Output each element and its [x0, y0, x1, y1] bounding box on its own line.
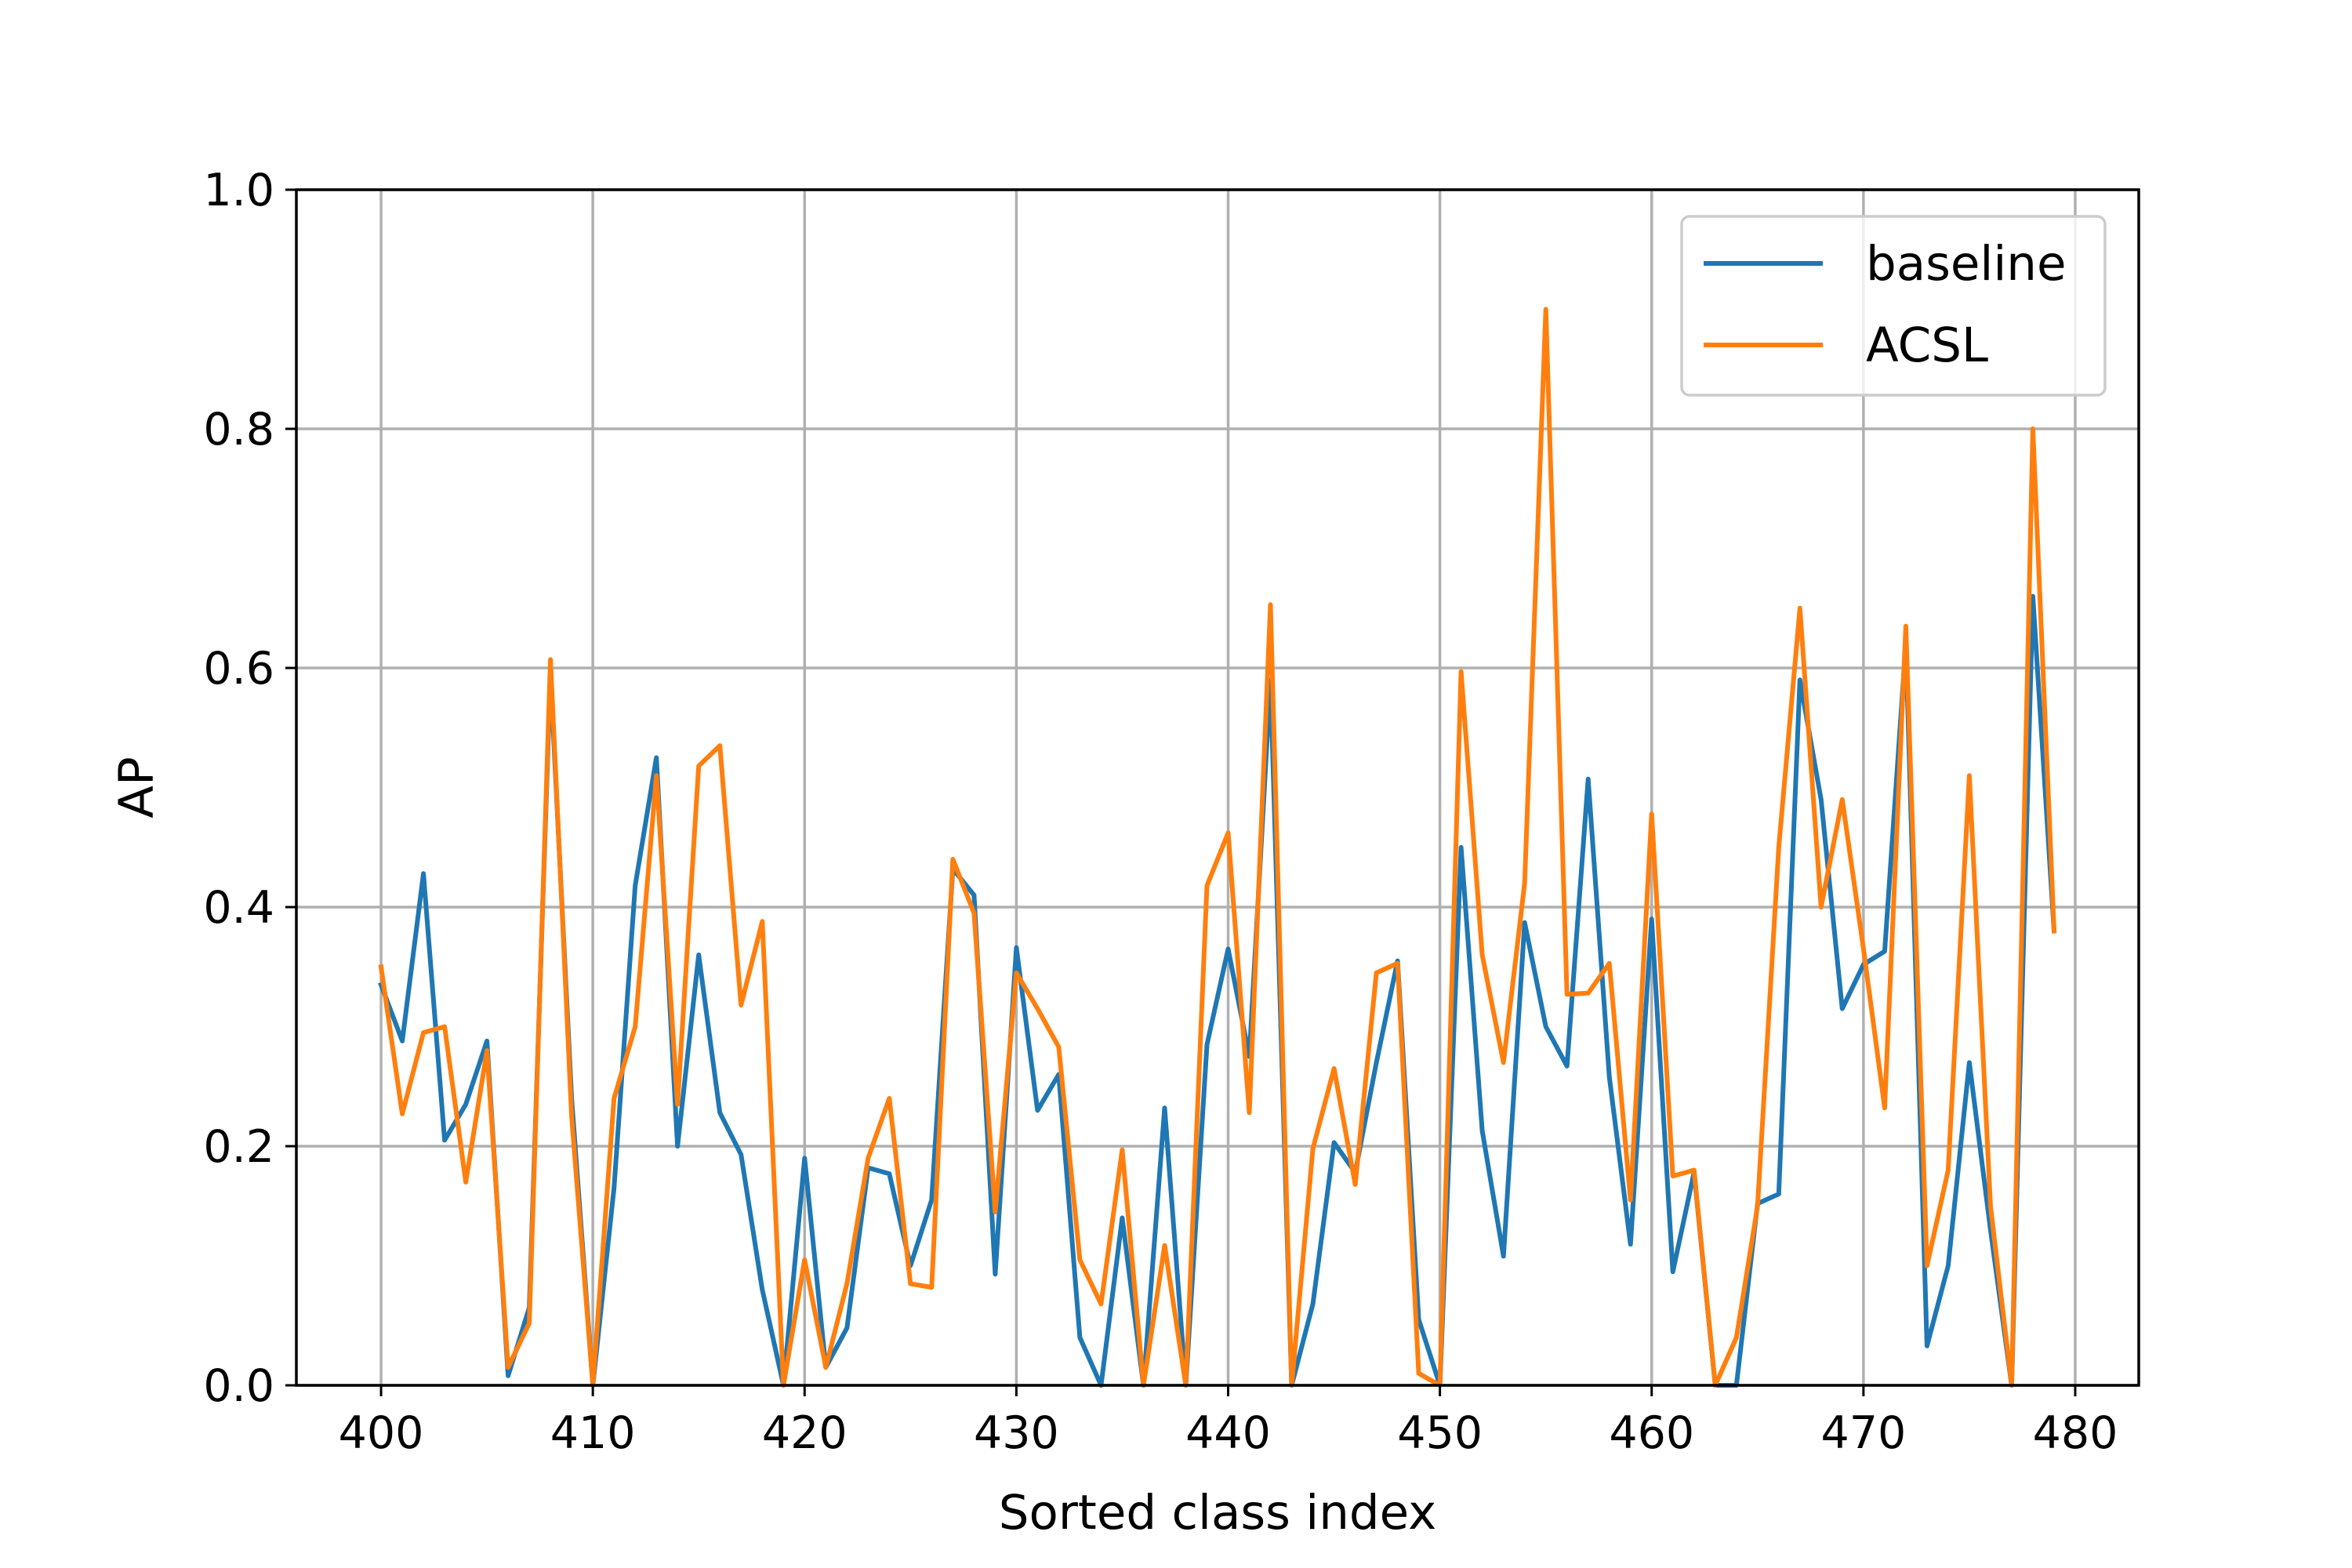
legend-label-acsl: ACSL	[1866, 318, 1988, 373]
series-line-acsl	[378, 307, 2057, 1388]
plot-frame	[295, 188, 2140, 1387]
x-tick-label: 420	[762, 1407, 848, 1459]
y-tick-label: 0.4	[203, 882, 274, 934]
x-tick-label: 440	[1185, 1407, 1271, 1459]
x-tick-label: 480	[2033, 1407, 2118, 1459]
grid	[296, 188, 2139, 1387]
y-tick-label: 0.8	[203, 404, 274, 456]
x-axis-label: Sorted class index	[999, 1485, 1436, 1541]
x-tick-label: 450	[1397, 1407, 1483, 1459]
legend: baseline ACSL	[1680, 215, 2107, 397]
x-tick-label: 400	[339, 1407, 424, 1459]
y-tick-label: 1.0	[203, 165, 274, 216]
x-tick-label: 470	[1820, 1407, 1906, 1459]
y-tick-label: 0.0	[203, 1360, 274, 1412]
x-tick-label: 430	[974, 1407, 1059, 1459]
y-tick-label: 0.2	[203, 1121, 274, 1173]
x-tick-label: 410	[550, 1407, 636, 1459]
legend-label-baseline: baseline	[1866, 236, 2067, 292]
series-lines	[378, 307, 2057, 1388]
x-tick-label: 460	[1609, 1407, 1694, 1459]
y-axis-label: AP	[109, 757, 165, 818]
y-tick-label: 0.6	[203, 643, 274, 695]
axis-ticks: 400 410 420 430 440 450 460 470 480 0.0 0.2 0.4 0.6 0…	[203, 165, 2118, 1459]
